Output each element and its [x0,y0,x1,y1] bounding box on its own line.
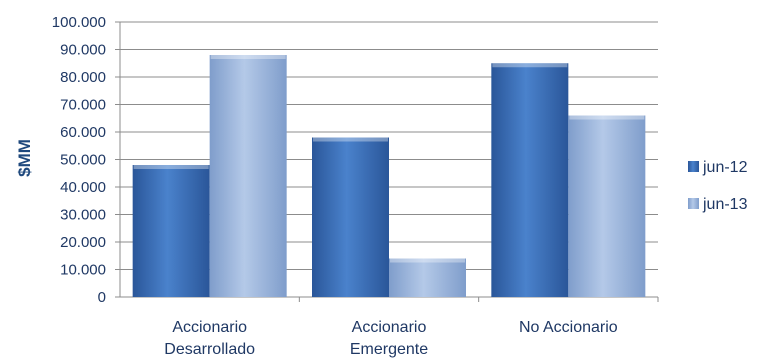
x-category-label: Emergente [350,341,428,358]
x-axis-categories: Accionario Desarrollado Accionario Emergent… [164,319,617,358]
bar-jun-13-1 [389,258,466,297]
y-tick-label: 80.000 [60,69,106,86]
y-tick-label: 100.000 [52,14,106,31]
bar-highlight [390,258,465,263]
bar-highlight [210,55,286,59]
y-tick-label: 10.000 [60,262,106,279]
x-category-label: Accionario [172,319,247,336]
bars [132,55,646,297]
bar-jun-13-0 [209,55,287,297]
legend: jun-12 jun-13 [688,159,748,213]
y-axis-ticks: 0 10.000 20.000 30.000 40.000 50.000 60.000 70.… [52,14,106,306]
legend-label-jun-12: jun-12 [702,159,748,176]
x-category-label: Accionario [352,319,427,336]
y-tick-label: 0 [98,289,106,306]
bar-highlight [569,115,645,120]
y-axis-title: $MM [15,139,34,177]
y-tick-label: 40.000 [60,179,106,196]
y-tick-label: 70.000 [60,97,106,114]
bar-jun-12-0 [132,165,210,297]
y-tick-label: 90.000 [60,42,106,59]
bar-jun-13-2 [568,115,646,297]
x-category-label: Desarrollado [164,341,255,358]
y-tick-label: 50.000 [60,152,106,169]
legend-swatch-jun-12 [688,161,699,172]
y-tick-label: 20.000 [60,234,106,251]
bar-highlight [133,165,209,169]
x-category-label: No Accionario [519,319,618,336]
bar-jun-12-1 [312,137,389,297]
legend-swatch-jun-13 [688,198,699,209]
y-tick-label: 30.000 [60,207,106,224]
y-tick-label: 60.000 [60,124,106,141]
bar-highlight [492,63,568,68]
bar-highlight [313,137,388,142]
legend-label-jun-13: jun-13 [702,196,748,213]
bar-jun-12-2 [491,63,569,297]
